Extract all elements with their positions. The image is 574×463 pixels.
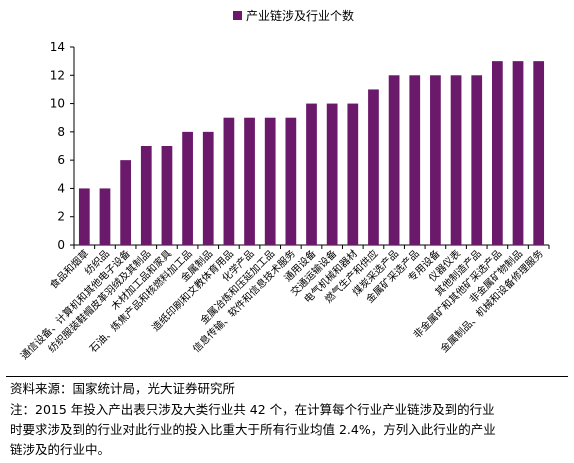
footer-top-rule [6,376,568,377]
bar [450,75,462,246]
y-tick-label: 14 [50,40,65,54]
legend-label: 产业链涉及行业个数 [246,8,354,23]
note-line-1: 注：2015 年投入产出表只涉及大类行业共 42 个，在计算每个行业产业链涉及到… [10,402,495,417]
y-tick-label: 10 [50,97,65,111]
bar [120,160,131,245]
legend: 产业链涉及行业个数 [233,8,354,23]
source-text: 资料来源：国家统计局，光大证券研究所 [10,381,236,396]
bar [285,117,297,245]
bar [368,89,379,245]
bar [409,75,421,246]
y-tick-label: 8 [57,125,65,139]
note-line-3: 链涉及的行业中。 [10,442,111,457]
bar [430,75,441,246]
bar [388,75,400,246]
y-tick-label: 4 [57,181,65,195]
bar [512,61,524,246]
bar [140,146,152,245]
bar [202,131,214,245]
y-tick-label: 0 [57,238,65,252]
bar-chart: 产业链涉及行业个数 0 2 4 6 8 10 12 14 食品和烟草纺织品通信设备、计算机和其… [17,8,550,362]
note-line-2: 时要求涉及到的行业对此行业的投入比重大于所有行业均值 2.4%，方列入此行业的产… [10,422,496,437]
bar [161,146,173,245]
legend-swatch [233,11,242,20]
bar [492,61,503,246]
y-tick-label: 6 [57,153,65,167]
bar [244,117,255,245]
bar [326,103,338,245]
bar [264,117,276,245]
bar [182,131,193,245]
y-tick-label: 12 [50,68,65,82]
bar [306,103,317,245]
bar [99,188,111,245]
axes: 0 2 4 6 8 10 12 14 [50,40,550,252]
bar [223,117,235,245]
bar [471,75,483,246]
bar [347,103,359,245]
y-tick-label: 2 [57,210,65,224]
bars [78,61,545,246]
bar [78,188,90,245]
x-tick-labels: 食品和烟草纺织品通信设备、计算机和其他电子设备纺织服装鞋帽皮革羽绒及其制品木材加… [17,247,545,362]
bar [533,61,545,246]
